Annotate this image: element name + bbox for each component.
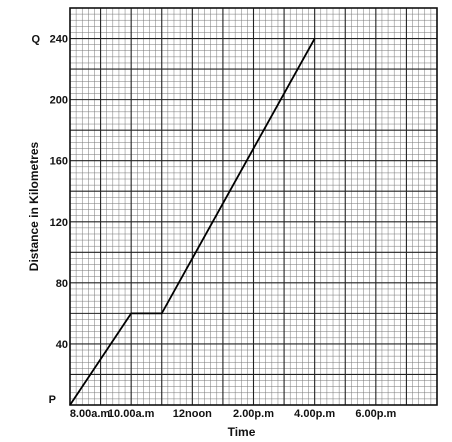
series-layer <box>69 38 316 406</box>
y-tick-label: 40 <box>56 339 68 351</box>
point-label-q: Q <box>31 34 40 46</box>
x-tick-label: 2.00p.m <box>233 408 274 420</box>
y-axis-title: Distance in Kilometres <box>27 141 41 271</box>
x-tick-label: 8.00a.m <box>70 408 111 420</box>
x-tick-labels: 8.00a.m10.00a.m 12noon 2.00p.m 4.00p.m 6.00p… <box>70 408 397 420</box>
y-tick-label: 160 <box>50 156 68 168</box>
x-tick-label: 4.00p.m <box>294 408 335 420</box>
x-axis-title: Time <box>228 425 256 439</box>
x-tick-label: 12noon <box>173 408 212 420</box>
point-label-p: P <box>49 394 56 406</box>
y-tick-label: 80 <box>56 278 68 290</box>
y-tick-label: 240 <box>50 34 68 46</box>
series-line <box>69 38 316 406</box>
point-labels: PQ <box>31 34 56 406</box>
y-tick-label: 120 <box>50 217 68 229</box>
major-grid <box>69 7 438 406</box>
y-tick-label: 200 <box>50 95 68 107</box>
x-tick-label: 10.00a.m <box>108 408 155 420</box>
plot-frame <box>69 7 438 406</box>
x-tick-label: 6.00p.m <box>355 408 396 420</box>
y-tick-labels: 40 80 120 160 200 240 <box>50 34 68 351</box>
